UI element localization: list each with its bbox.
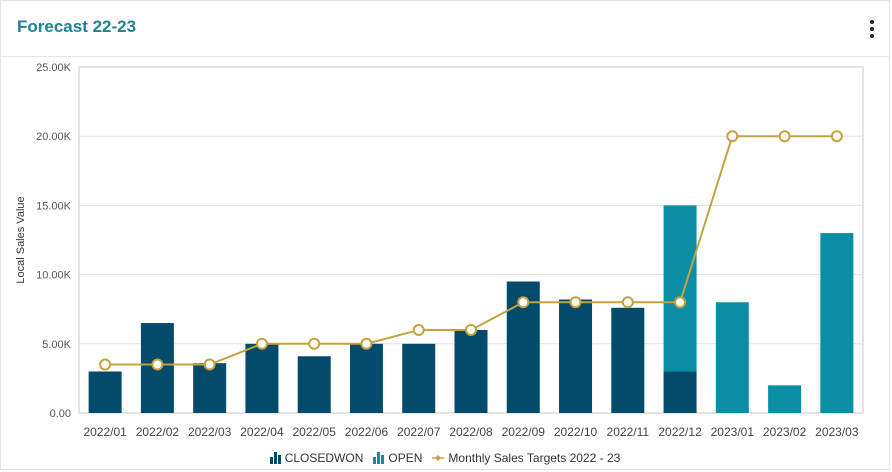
y-axis-label: Local Sales Value: [15, 196, 27, 283]
target-point[interactable]: [674, 296, 687, 309]
card-header: Forecast 22-23: [1, 1, 889, 57]
x-tick-label: 2023/03: [815, 425, 859, 439]
legend-item-target[interactable]: Monthly Sales Targets 2022 - 23: [432, 451, 620, 465]
x-tick-label: 2022/07: [397, 425, 441, 439]
y-tick-label: 25.00K: [36, 62, 72, 74]
x-tick-label: 2023/01: [711, 425, 755, 439]
bar-closedwon[interactable]: [297, 356, 331, 413]
x-tick-label: 2022/11: [607, 425, 650, 439]
target-point[interactable]: [255, 337, 268, 350]
x-tick-label: 2022/02: [136, 425, 180, 439]
bar-open[interactable]: [715, 302, 749, 413]
bar-closedwon[interactable]: [454, 329, 488, 413]
target-point[interactable]: [726, 130, 739, 143]
y-tick-label: 15.00K: [36, 200, 72, 212]
target-point[interactable]: [778, 130, 791, 143]
legend-label: OPEN: [388, 451, 423, 465]
bar-chart-icon: [269, 452, 281, 464]
legend-label: Monthly Sales Targets 2022 - 23: [448, 451, 621, 465]
x-tick-label: 2022/05: [293, 425, 337, 439]
x-tick-label: 2022/12: [658, 425, 702, 439]
bar-open[interactable]: [820, 233, 854, 413]
target-point[interactable]: [465, 323, 477, 336]
target-point[interactable]: [412, 323, 425, 336]
bar-open[interactable]: [768, 385, 802, 413]
target-point[interactable]: [517, 296, 530, 309]
x-tick-label: 2023/02: [763, 425, 807, 439]
target-point[interactable]: [360, 337, 373, 350]
line-marker-icon: [432, 455, 445, 461]
x-tick-label: 2022/01: [83, 425, 127, 439]
legend-label: CLOSEDWON: [284, 451, 364, 465]
y-tick-label: 20.00K: [36, 131, 72, 143]
x-tick-label: 2022/09: [502, 425, 546, 439]
bar-closedwon[interactable]: [559, 299, 593, 413]
bar-closedwon[interactable]: [611, 307, 645, 413]
legend-item-closedwon[interactable]: CLOSEDWON: [269, 451, 364, 465]
bar-closedwon[interactable]: [245, 343, 279, 413]
x-tick-label: 2022/06: [345, 425, 389, 439]
y-tick-label: 0.00: [50, 408, 71, 420]
legend-item-open[interactable]: OPEN: [373, 451, 422, 465]
forecast-chart: 0.00 5.00K 10.00K 15.00K 20.00K 25.00K Local S…: [15, 62, 864, 439]
target-point[interactable]: [621, 296, 634, 309]
target-point[interactable]: [203, 358, 216, 371]
bar-closedwon[interactable]: [193, 363, 227, 413]
target-point[interactable]: [151, 358, 164, 371]
x-tick-label: 2022/03: [188, 425, 232, 439]
target-point[interactable]: [308, 337, 321, 350]
y-tick-label: 10.00K: [36, 270, 72, 282]
card-title: Forecast 22-23: [17, 17, 137, 36]
vertical-ellipsis-icon[interactable]: [863, 17, 881, 41]
bar-closedwon[interactable]: [663, 371, 697, 413]
x-tick-label: 2022/04: [240, 425, 284, 439]
chart-legend: CLOSEDWON OPEN Monthly Sales Targets 202…: [1, 448, 889, 468]
target-point[interactable]: [569, 296, 582, 309]
target-point[interactable]: [830, 130, 843, 143]
bar-closedwon[interactable]: [349, 343, 383, 413]
bar-closedwon[interactable]: [88, 371, 122, 413]
target-point[interactable]: [99, 358, 112, 371]
x-tick-label: 2022/10: [554, 425, 598, 439]
bar-open[interactable]: [663, 205, 697, 372]
bar-chart-icon: [373, 452, 385, 464]
y-tick-label: 5.00K: [42, 339, 71, 351]
bar-closedwon[interactable]: [402, 343, 436, 413]
x-tick-label: 2022/08: [449, 425, 493, 439]
